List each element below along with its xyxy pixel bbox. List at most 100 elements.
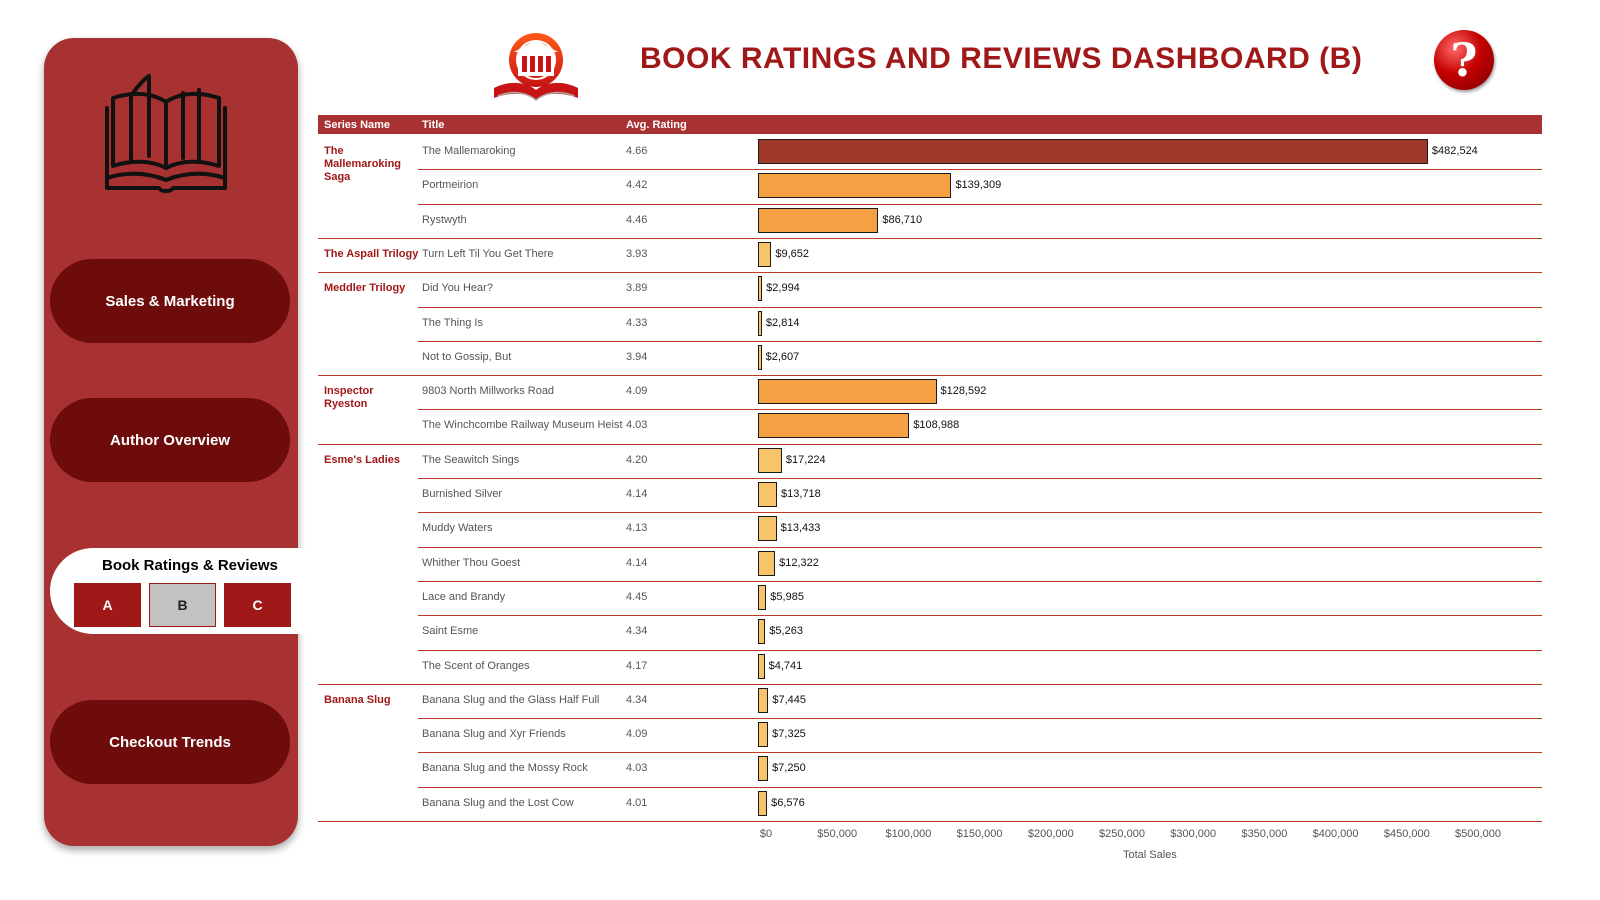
series-name: The Mallemaroking Saga bbox=[324, 145, 402, 183]
sales-bar bbox=[758, 756, 769, 782]
avg-rating: 4.34 bbox=[626, 693, 648, 706]
checkout-trends-button[interactable]: Checkout Trends bbox=[50, 700, 290, 784]
sales-value-label: $2,994 bbox=[766, 282, 800, 295]
x-tick-label: $0 bbox=[759, 828, 773, 840]
library-logo bbox=[494, 33, 578, 101]
sales-bar bbox=[758, 516, 777, 542]
row-divider bbox=[418, 340, 1542, 342]
row-divider bbox=[418, 512, 1542, 514]
sales-bar bbox=[758, 619, 766, 645]
sales-value-label: $7,250 bbox=[772, 762, 806, 775]
x-tick-label: $500,000 bbox=[1455, 828, 1501, 840]
open-book-icon bbox=[105, 74, 227, 193]
series-name: Esme's Ladies bbox=[324, 453, 400, 466]
x-tick-label: $50,000 bbox=[817, 828, 858, 840]
avg-rating: 4.33 bbox=[626, 316, 648, 329]
avg-rating: 4.14 bbox=[626, 556, 648, 569]
row-divider bbox=[318, 237, 1542, 239]
sales-value-label: $2,814 bbox=[765, 316, 800, 329]
avg-rating: 4.46 bbox=[626, 213, 648, 226]
avg-rating: 4.09 bbox=[626, 385, 648, 398]
sales-value-label: $5,985 bbox=[770, 590, 804, 603]
sales-value-label: $482,524 bbox=[1431, 145, 1478, 157]
page-title: BOOK RATINGS AND REVIEWS DASHBOARD (B) bbox=[640, 42, 1363, 75]
book-title: Not to Gossip, But bbox=[422, 350, 512, 363]
book-title: Portmeirion bbox=[422, 179, 479, 192]
sales-bar bbox=[758, 722, 769, 748]
row-divider bbox=[418, 786, 1542, 788]
series-name: Banana Slug bbox=[324, 693, 391, 706]
book-title: Banana Slug and Xyr Friends bbox=[422, 728, 566, 741]
sales-value-label: $2,607 bbox=[765, 350, 800, 363]
x-tick-label: $350,000 bbox=[1241, 828, 1288, 840]
sales-value-label: $13,433 bbox=[780, 522, 821, 535]
ratings-a-button[interactable]: A bbox=[74, 583, 141, 627]
avg-rating: 3.93 bbox=[626, 247, 648, 260]
row-divider bbox=[418, 752, 1542, 754]
sales-value-label: $9,652 bbox=[775, 247, 810, 260]
sidebar: Sales & Marketing Author Overview Book R… bbox=[44, 38, 312, 846]
avg-rating: 4.66 bbox=[626, 145, 648, 157]
row-divider bbox=[318, 272, 1542, 274]
table-header: Series Name Title Avg. Rating bbox=[318, 115, 1542, 134]
sales-bar bbox=[758, 584, 767, 610]
sales-bar bbox=[758, 207, 879, 233]
sales-marketing-button[interactable]: Sales & Marketing bbox=[50, 259, 290, 343]
sales-value-label: $7,325 bbox=[772, 728, 806, 741]
row-divider bbox=[418, 615, 1542, 617]
sales-value-label: $13,718 bbox=[781, 488, 821, 500]
book-title: Rystwyth bbox=[422, 213, 467, 226]
avg-rating: 4.45 bbox=[626, 590, 648, 603]
sales-value-label: $128,592 bbox=[940, 385, 987, 398]
row-divider bbox=[418, 718, 1542, 720]
avg-rating: 3.94 bbox=[626, 350, 648, 363]
book-title: The Thing Is bbox=[422, 316, 483, 329]
sales-value-label: $7,445 bbox=[772, 693, 806, 706]
row-divider bbox=[418, 546, 1542, 548]
book-title: Lace and Brandy bbox=[422, 590, 506, 603]
row-divider bbox=[418, 478, 1542, 479]
sales-bar bbox=[758, 482, 778, 507]
book-title: The Seawitch Sings bbox=[422, 453, 520, 466]
ratings-c-button[interactable]: C bbox=[224, 583, 291, 627]
ratings-b-button[interactable]: B bbox=[149, 583, 216, 627]
author-overview-button[interactable]: Author Overview bbox=[50, 398, 290, 482]
book-title: The Scent of Oranges bbox=[422, 659, 530, 672]
book-title: Muddy Waters bbox=[422, 522, 493, 535]
row-divider bbox=[418, 409, 1542, 411]
help-icon[interactable]: ? bbox=[1434, 30, 1494, 90]
avg-rating: 4.09 bbox=[626, 728, 648, 741]
x-tick-label: $100,000 bbox=[885, 828, 932, 840]
book-title: Did You Hear? bbox=[422, 282, 493, 295]
book-title: The Winchcombe Railway Museum Heist bbox=[422, 419, 623, 432]
sales-bar bbox=[758, 344, 762, 370]
book-title: Burnished Silver bbox=[422, 488, 503, 500]
avg-rating: 4.14 bbox=[626, 488, 648, 500]
x-tick-label: $250,000 bbox=[1099, 828, 1145, 840]
x-tick-label: $450,000 bbox=[1383, 828, 1430, 840]
sales-value-label: $12,322 bbox=[779, 556, 819, 569]
sales-value-label: $6,576 bbox=[771, 796, 805, 809]
sales-bar bbox=[758, 653, 765, 679]
row-divider bbox=[418, 203, 1542, 205]
series-name: Meddler Trilogy bbox=[324, 282, 406, 295]
sales-bar bbox=[758, 139, 1428, 164]
book-title: Banana Slug and the Glass Half Full bbox=[422, 693, 600, 706]
row-divider bbox=[318, 443, 1542, 445]
avg-rating: 3.89 bbox=[626, 282, 648, 295]
sales-value-label: $108,988 bbox=[913, 419, 960, 432]
avg-rating: 4.03 bbox=[626, 762, 648, 775]
series-name: Inspector Ryeston bbox=[324, 385, 374, 411]
book-title: Banana Slug and the Lost Cow bbox=[422, 796, 574, 809]
sales-bar bbox=[758, 241, 772, 267]
x-tick-label: $200,000 bbox=[1027, 828, 1074, 840]
sales-bar bbox=[758, 413, 910, 439]
avg-rating: 4.42 bbox=[626, 179, 648, 192]
avg-rating: 4.13 bbox=[626, 522, 648, 535]
avg-rating: 4.17 bbox=[626, 659, 648, 672]
book-ratings-panel: Book Ratings & Reviews A B C bbox=[50, 548, 312, 634]
x-axis-title: Total Sales bbox=[1123, 849, 1177, 861]
x-tick-label: $150,000 bbox=[956, 828, 1003, 840]
sales-bar bbox=[758, 550, 776, 576]
row-divider bbox=[418, 649, 1542, 651]
